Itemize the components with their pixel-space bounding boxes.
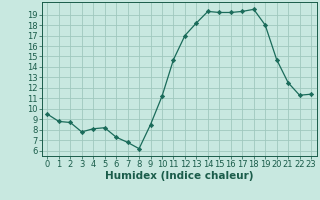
X-axis label: Humidex (Indice chaleur): Humidex (Indice chaleur) [105,171,253,181]
